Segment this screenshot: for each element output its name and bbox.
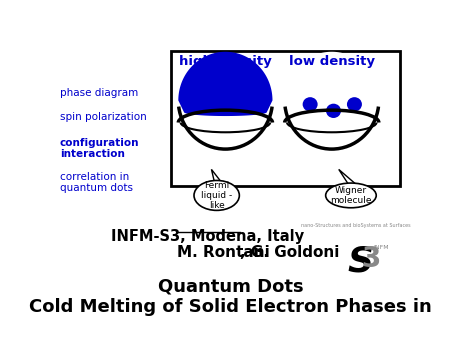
Text: configuration
interaction: configuration interaction (60, 138, 139, 160)
Polygon shape (339, 169, 356, 184)
Text: M. Rontani: M. Rontani (176, 245, 269, 260)
Text: Fermi
liquid -
like: Fermi liquid - like (201, 180, 232, 210)
Ellipse shape (303, 97, 318, 112)
Text: Cold Melting of Solid Electron Phases in: Cold Melting of Solid Electron Phases in (29, 298, 432, 316)
Text: correlation in
quantum dots: correlation in quantum dots (60, 172, 133, 193)
Bar (171, 51, 400, 186)
Text: INFM-S3, Modena, Italy: INFM-S3, Modena, Italy (112, 229, 305, 244)
Text: Wigner
molecule: Wigner molecule (330, 186, 372, 205)
Polygon shape (285, 52, 379, 120)
Text: 3: 3 (361, 245, 381, 273)
Text: , G. Goldoni: , G. Goldoni (240, 245, 339, 260)
Text: low density: low density (289, 55, 375, 68)
Text: phase diagram: phase diagram (60, 88, 138, 98)
Text: Quantum Dots: Quantum Dots (158, 277, 303, 295)
Polygon shape (212, 169, 221, 182)
Polygon shape (178, 52, 273, 116)
Ellipse shape (326, 104, 341, 118)
Ellipse shape (326, 183, 376, 208)
Text: S: S (347, 245, 374, 279)
Text: high density: high density (179, 55, 272, 68)
Text: nano-Structures and bioSystems at Surfaces: nano-Structures and bioSystems at Surfac… (302, 223, 411, 228)
Ellipse shape (194, 180, 239, 210)
Text: INFM: INFM (374, 245, 389, 250)
Text: spin polarization: spin polarization (60, 112, 147, 122)
Ellipse shape (347, 97, 362, 112)
